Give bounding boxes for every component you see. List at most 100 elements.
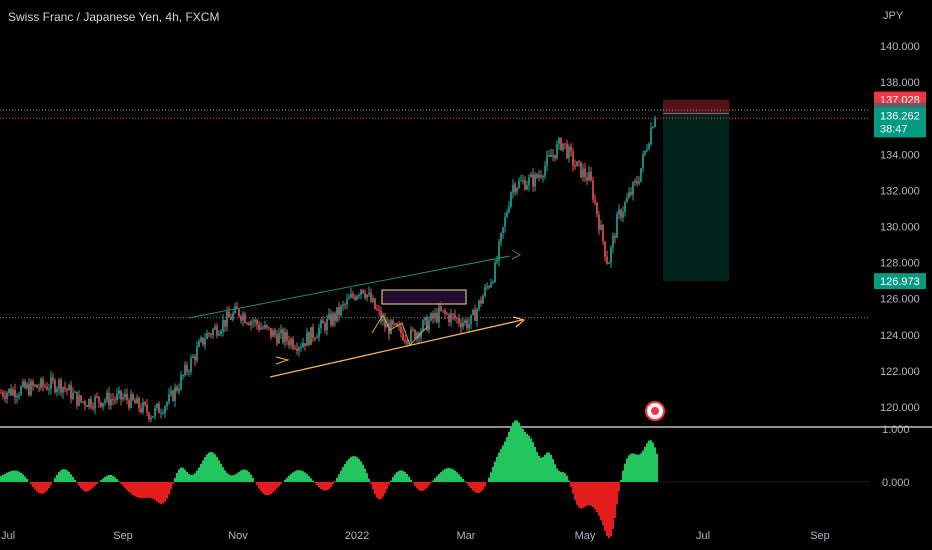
osc-bar-71: [148, 482, 150, 498]
candle-body-125: [250, 321, 252, 326]
osc-bar-147: [304, 472, 306, 482]
candle-body-235: [470, 314, 472, 325]
candle-body-255: [510, 192, 512, 207]
candle-body-185: [370, 292, 372, 302]
candle-body-169: [338, 307, 340, 316]
candle-body-219: [438, 306, 440, 323]
candle-body-20: [40, 378, 42, 389]
candle-body-132: [264, 325, 266, 329]
osc-bar-96: [198, 467, 200, 482]
osc-bar-155: [320, 482, 322, 490]
candle-body-49: [98, 396, 100, 403]
osc-bar-192: [394, 474, 396, 482]
osc-bar-72: [150, 482, 152, 499]
osc-bar-105: [216, 456, 218, 482]
osc-bar-285: [582, 482, 584, 509]
osc-bar-229: [468, 482, 470, 487]
candle-body-206: [412, 329, 414, 331]
candle-body-193: [386, 323, 388, 328]
y-tick-label-0: 140.000: [880, 41, 920, 53]
osc-bar-267: [546, 452, 548, 482]
osc-bar-239: [490, 472, 492, 482]
osc-bar-70: [146, 482, 148, 498]
osc-bar-114: [234, 474, 236, 482]
candle-body-314: [628, 192, 630, 198]
candle-body-28: [56, 388, 58, 393]
osc-bar-298: [608, 482, 610, 539]
osc-bar-270: [552, 459, 554, 482]
last-price-bg: [874, 107, 926, 138]
osc-bar-236: [482, 482, 484, 490]
osc-bar-181: [372, 482, 374, 490]
candle-body-294: [588, 171, 590, 181]
candle-body-232: [464, 320, 466, 324]
candle-body-262: [524, 180, 526, 190]
osc-bar-132: [272, 482, 274, 493]
candle-body-323: [646, 149, 648, 151]
candle-body-172: [344, 304, 346, 306]
candle-body-253: [506, 212, 508, 217]
candle-body-76: [152, 416, 154, 418]
candle-body-238: [476, 309, 478, 322]
candle-body-308: [616, 214, 618, 238]
chart-title: Swiss Franc / Japanese Yen, 4h, FXCM: [8, 10, 219, 24]
candle-body-102: [204, 339, 206, 345]
osc-bar-116: [238, 471, 240, 482]
osc-bar-310: [632, 453, 634, 482]
osc-bar-91: [188, 473, 190, 482]
osc-bar-174: [358, 458, 360, 482]
osc-bar-131: [270, 482, 272, 494]
y-tick-label-3: 134.000: [880, 149, 920, 161]
pattern-zigzag: [371, 313, 429, 346]
candle-body-212: [424, 317, 426, 321]
candle-body-291: [582, 168, 584, 178]
candle-body-73: [146, 404, 148, 413]
osc-bar-243: [498, 452, 500, 482]
osc-bar-170: [350, 457, 352, 482]
candle-body-57: [114, 399, 116, 401]
candle-body-279: [558, 138, 560, 145]
osc-bar-31: [66, 470, 68, 482]
osc-bar-222: [454, 470, 456, 482]
osc-bar-145: [300, 470, 302, 482]
osc-bar-217: [444, 469, 446, 482]
osc-bar-299: [610, 482, 612, 537]
osc-bar-126: [260, 482, 262, 492]
candle-body-81: [162, 413, 164, 415]
candle-body-261: [522, 180, 524, 182]
osc-bar-321: [654, 447, 656, 482]
candle-body-211: [422, 320, 424, 331]
candle-body-145: [290, 339, 292, 346]
candle-body-317: [634, 180, 636, 183]
osc-bar-88: [182, 467, 184, 482]
osc-bar-278: [568, 480, 570, 482]
candle-body-304: [608, 263, 610, 265]
candle-body-278: [556, 144, 558, 159]
osc-bar-219: [448, 468, 450, 482]
osc-bar-64: [134, 482, 136, 497]
osc-bar-242: [496, 456, 498, 482]
candle-body-97: [194, 356, 196, 361]
osc-bar-230: [470, 482, 472, 489]
candle-body-164: [328, 313, 330, 319]
osc-bar-3: [6, 472, 8, 482]
candle-body-229: [458, 318, 460, 324]
osc-bar-193: [396, 472, 398, 482]
osc-bar-5: [10, 471, 12, 482]
osc-bar-188: [386, 482, 388, 490]
osc-bar-241: [494, 461, 496, 482]
candle-body-231: [462, 323, 464, 328]
osc-bar-214: [438, 473, 440, 482]
osc-bar-169: [348, 458, 350, 482]
candle-body-0: [0, 392, 2, 394]
osc-bar-291: [594, 482, 596, 510]
osc-bar-130: [268, 482, 270, 495]
candle-body-297: [594, 199, 596, 203]
candle-body-236: [472, 309, 474, 315]
osc-bar-180: [370, 482, 372, 485]
candle-body-195: [390, 320, 392, 335]
osc-bar-272: [556, 468, 558, 482]
osc-bar-127: [262, 482, 264, 494]
osc-bar-79: [164, 482, 166, 502]
